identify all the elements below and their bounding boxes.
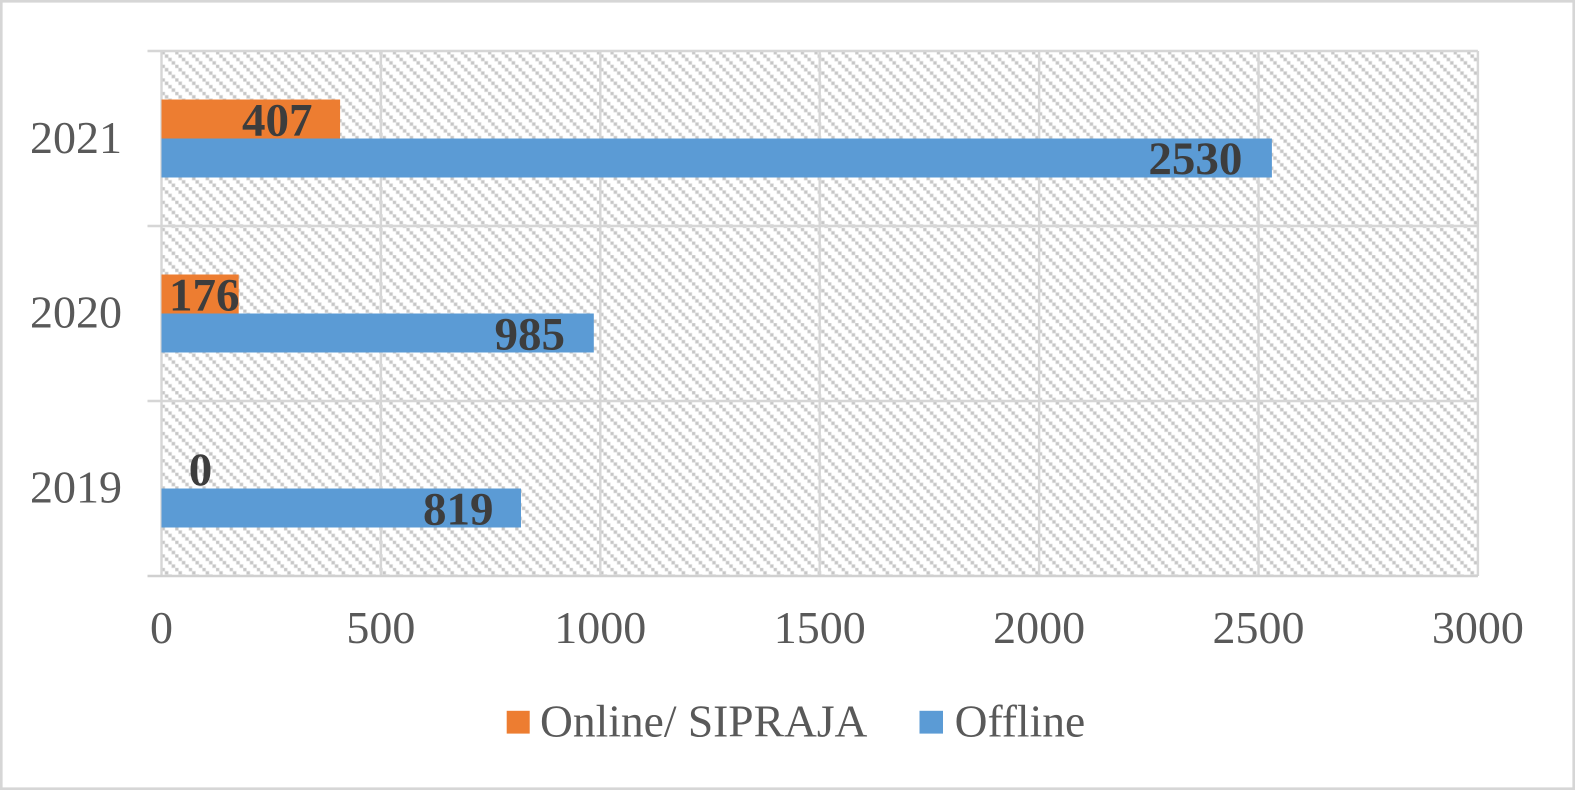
svg-text:1000: 1000 [554, 602, 646, 653]
svg-text:2021: 2021 [30, 112, 122, 163]
svg-text:0: 0 [189, 444, 213, 496]
svg-text:2500: 2500 [1213, 602, 1305, 653]
svg-text:2530: 2530 [1148, 133, 1242, 185]
svg-text:407: 407 [242, 95, 313, 147]
svg-text:Offline: Offline [955, 696, 1086, 747]
svg-text:Online/ SIPRAJA: Online/ SIPRAJA [540, 696, 868, 747]
svg-text:0: 0 [150, 602, 173, 653]
svg-text:500: 500 [346, 602, 415, 653]
svg-text:985: 985 [495, 309, 566, 361]
svg-text:2019: 2019 [30, 462, 122, 513]
svg-text:176: 176 [169, 270, 240, 322]
svg-text:819: 819 [423, 484, 494, 536]
svg-text:3000: 3000 [1432, 602, 1524, 653]
svg-text:2020: 2020 [30, 287, 122, 338]
svg-text:1500: 1500 [774, 602, 866, 653]
svg-text:2000: 2000 [993, 602, 1085, 653]
